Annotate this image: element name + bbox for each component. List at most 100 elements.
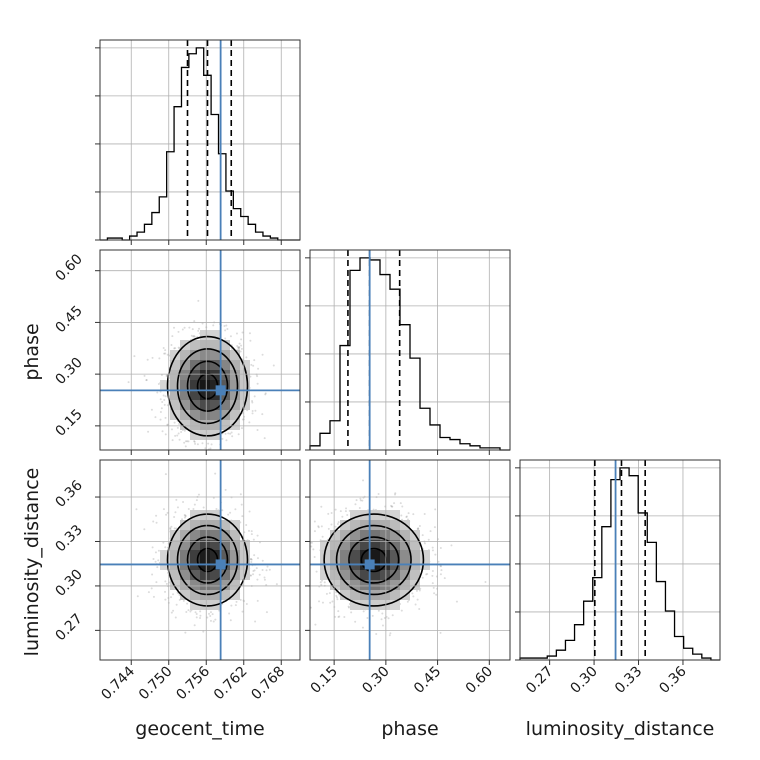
panel-phase-vs-luminosity-distance-sample (321, 579, 324, 582)
panel-geocent-time-vs-phase-density-cell (190, 380, 200, 390)
panel-phase-vs-luminosity-distance-density-cell (350, 520, 360, 530)
panel-phase-vs-luminosity-distance-sample (391, 505, 394, 508)
xtick-label-phase: 0.60 (463, 664, 496, 697)
panel-geocent-time-vs-phase-sample (196, 443, 199, 446)
panel-phase-vs-luminosity-distance-sample (301, 581, 303, 583)
panel-phase-vs-luminosity-distance-density (296, 479, 487, 637)
panel-phase-vs-luminosity-distance-sample (414, 603, 417, 606)
panel-geocent-time-vs-luminosity-distance-density-cell (180, 590, 190, 600)
panel-geocent-time-vs-phase-density-cell (240, 380, 250, 390)
panel-geocent-time-vs-luminosity-distance-sample (193, 503, 196, 506)
panel-geocent-time-vs-luminosity-distance-sample (164, 473, 167, 476)
panel-phase-vs-luminosity-distance-sample (435, 593, 438, 596)
panel-geocent-time-vs-phase-sample (264, 393, 267, 396)
panel-geocent-time-vs-phase-sample (165, 375, 168, 378)
panel-phase-vs-luminosity-distance-sample (375, 633, 378, 636)
panel-geocent-time-vs-phase-sample (193, 335, 196, 338)
panel-geocent-time-vs-phase-sample (224, 329, 227, 332)
panel-phase-vs-luminosity-distance-sample (310, 541, 313, 544)
panel-geocent-time-vs-luminosity-distance-density-cell (190, 540, 200, 550)
panel-phase-vs-luminosity-distance-sample (390, 504, 393, 507)
panel-geocent-time-vs-luminosity-distance-sample (170, 611, 173, 614)
panel-geocent-time-vs-luminosity-distance-sample (152, 557, 155, 560)
panel-geocent-time-vs-phase-density-cell (210, 350, 220, 360)
panel-geocent-time-vs-luminosity-distance-sample (218, 609, 221, 612)
panel-phase-vs-luminosity-distance-sample (329, 601, 332, 604)
panel-geocent-time-vs-phase-sample (143, 374, 146, 377)
panel-phase-vs-luminosity-distance-sample (321, 601, 324, 604)
panel-phase-vs-luminosity-distance-density-cell (410, 570, 420, 580)
panel-geocent-time-vs-luminosity-distance-sample (164, 598, 167, 601)
panel-geocent-time-vs-phase-density-cell (200, 330, 210, 340)
panel-geocent-time-vs-phase-sample (225, 439, 228, 442)
panel-geocent-time-vs-luminosity-distance-sample (155, 581, 158, 584)
panel-geocent-time-vs-phase-sample (198, 454, 200, 456)
panel-geocent-time-vs-phase-sample (227, 432, 230, 435)
panel-geocent-time-vs-luminosity-distance-sample (221, 509, 224, 512)
panel-phase-vs-luminosity-distance-sample (335, 591, 338, 594)
panel-phase-vs-luminosity-distance-sample (437, 560, 440, 563)
panel-phase-vs-luminosity-distance-density-cell (360, 530, 370, 540)
panel-phase-vs-luminosity-distance-density-cell (350, 530, 360, 540)
panel-geocent-time-vs-luminosity-distance-density-cell (230, 550, 240, 560)
panel-phase-vs-luminosity-distance-density-cell (400, 580, 410, 590)
panel-geocent-time-vs-luminosity-distance-sample (263, 578, 266, 581)
panel-geocent-time-vs-phase-sample (171, 439, 174, 442)
xtick-label-phase: 0.30 (359, 664, 392, 697)
panel-geocent-time-vs-phase-frame (99, 249, 301, 451)
panel-geocent-time-vs-phase-density-cell (200, 400, 210, 410)
panel-geocent-time-vs-phase-sample (235, 332, 238, 335)
ytick-label-luminosity-distance: 0.33 (52, 522, 85, 555)
xtick-label-luminosity-distance: 0.36 (656, 663, 689, 696)
panel-geocent-time-vs-phase-sample (163, 352, 166, 355)
ylabel-luminosity-distance: luminosity_distance (21, 468, 43, 657)
panel-geocent-time-vs-phase-sample (261, 413, 264, 416)
panel-geocent-time-vs-luminosity-distance-density-cell (190, 590, 200, 600)
panel-geocent-time-vs-phase-sample (197, 467, 199, 469)
panel-geocent-time-vs-phase-sample (190, 334, 193, 337)
panel-phase-vs-luminosity-distance-density-cell (350, 600, 360, 610)
panel-geocent-time-vs-luminosity-distance-sample (209, 615, 212, 618)
panel-phase-vs-luminosity-distance-sample (388, 634, 391, 637)
panel-phase-vs-luminosity-distance-sample (343, 616, 346, 619)
panel-phase-vs-luminosity-distance-density-cell (360, 540, 370, 550)
panel-geocent-time-vs-luminosity-distance-density-cell (170, 530, 180, 540)
panel-geocent-time-vs-luminosity-distance-frame (99, 459, 301, 661)
hist-luminosity-distance-step (519, 467, 720, 661)
panel-geocent-time-vs-phase-sample (146, 358, 149, 361)
panel-geocent-time-vs-phase-density-cell (220, 360, 230, 370)
panel-geocent-time-vs-phase-density-cell (190, 370, 200, 380)
panel-geocent-time-vs-luminosity-distance-contour (186, 536, 229, 584)
panel-geocent-time-vs-phase-density-cell (200, 410, 210, 420)
panel-geocent-time-vs-luminosity-distance-density-cell (170, 570, 180, 580)
xlabel-luminosity-distance: luminosity_distance (526, 718, 715, 740)
panel-phase-vs-luminosity-distance-sample (434, 508, 437, 511)
ytick-label-phase: 0.15 (52, 406, 85, 439)
panel-geocent-time-vs-luminosity-distance-sample (266, 565, 269, 568)
panel-geocent-time-vs-luminosity-distance-sample (265, 569, 268, 572)
panel-phase-vs-luminosity-distance-sample (380, 618, 383, 621)
panel-geocent-time-vs-luminosity-distance-sample (175, 498, 178, 501)
panel-phase-vs-luminosity-distance-sample (313, 520, 316, 523)
panel-geocent-time-vs-phase-density-cell (220, 420, 230, 430)
panel-geocent-time-vs-phase-density-cell (170, 360, 180, 370)
panel-phase-vs-luminosity-distance-sample (393, 493, 396, 496)
panel-geocent-time-vs-luminosity-distance-sample (165, 513, 168, 516)
panel-geocent-time-vs-phase-sample (217, 453, 219, 455)
panel-geocent-time-vs-phase-sample (192, 335, 195, 338)
panel-geocent-time-vs-luminosity-distance-sample (183, 513, 186, 516)
panel-phase-vs-luminosity-distance-sample (426, 573, 429, 576)
panel-geocent-time-vs-luminosity-distance-sample (209, 619, 212, 622)
panel-phase-vs-luminosity-distance-sample (318, 600, 321, 603)
panel-geocent-time-vs-phase-sample (177, 330, 180, 333)
panel-geocent-time-vs-phase-sample (176, 434, 179, 437)
panel-geocent-time-vs-luminosity-distance-sample (193, 624, 196, 627)
panel-phase-vs-luminosity-distance-sample (387, 617, 390, 620)
panel-geocent-time-vs-luminosity-distance-sample (170, 596, 173, 599)
panel-geocent-time-vs-phase-sample (229, 432, 232, 435)
panel-phase-vs-luminosity-distance-sample (301, 586, 303, 588)
panel-geocent-time-vs-luminosity-distance-sample (252, 573, 255, 576)
panel-geocent-time-vs-phase-sample (193, 440, 196, 443)
xtick-label-luminosity-distance: 0.33 (612, 664, 645, 697)
panel-phase-vs-luminosity-distance-sample (296, 538, 298, 540)
